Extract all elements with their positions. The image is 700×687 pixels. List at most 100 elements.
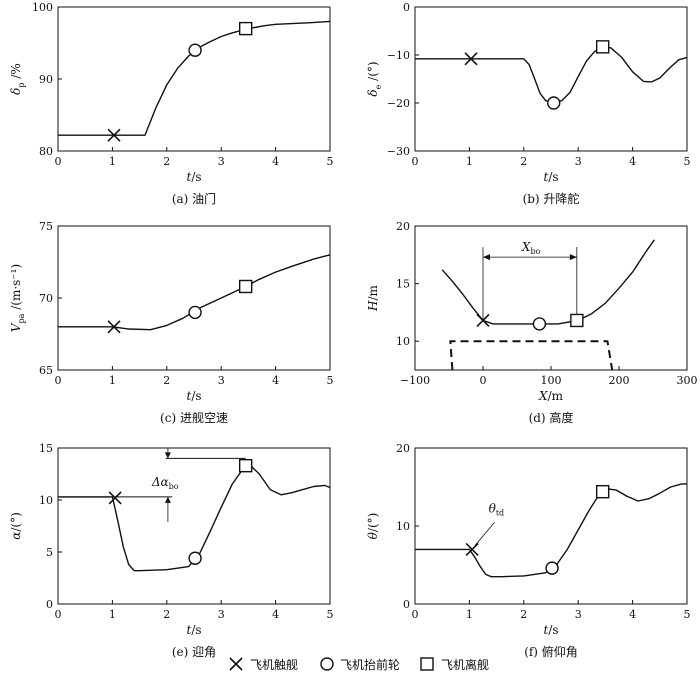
rotation-marker	[188, 43, 202, 57]
x-tick-label: 4	[272, 155, 279, 168]
legend-item-touchdown: 飞机触舰	[229, 657, 298, 672]
series-line	[58, 462, 331, 572]
x-tick-label: 200	[609, 374, 630, 387]
x-tick-label: 4	[272, 608, 279, 621]
series-line	[415, 46, 688, 104]
rotation-marker	[188, 551, 202, 565]
x-axis-label: t/s	[543, 170, 558, 184]
x-tick-label: 2	[520, 608, 527, 621]
y-tick-label: 0	[403, 598, 410, 611]
legend-item-rotation: 飞机抬前轮	[320, 657, 400, 672]
arrowhead	[164, 496, 171, 503]
x-tick-label: 1	[109, 374, 116, 387]
y-axis-label: δe /(°)	[366, 61, 383, 96]
rotation-marker	[188, 305, 202, 320]
series-line	[58, 20, 331, 136]
x-tick-label: 3	[218, 374, 225, 387]
chart-panel-d: −100 0 100 200 300 10 15 20 X/m H/m (d) 高度 Xbo	[366, 220, 698, 425]
deck-outline	[449, 340, 614, 371]
chart-panel-e: 0 1 2 3 4 5 0 5 10 15 t/s α/(°) (e) 迎角 Δαbo	[9, 442, 334, 659]
y-tick-label: 75	[39, 220, 53, 233]
chart-panel-c: 0 1 2 3 4 5 65 70 75 t/s Vpa /(m·s⁻¹) (c) 进舰空速	[9, 220, 334, 425]
y-tick-label: 100	[32, 1, 53, 14]
x-tick-label: 4	[272, 374, 279, 387]
x-tick-label: 0	[55, 608, 62, 621]
touchdown-marker	[465, 542, 479, 556]
y-tick-label: 20	[396, 220, 410, 233]
panel-caption: (c) 进舰空速	[160, 411, 228, 425]
x-axis-label: X/m	[538, 389, 564, 403]
panel-caption: (b) 升降舵	[523, 191, 580, 206]
y-tick-label: 15	[396, 278, 410, 291]
x-tick-label: 0	[55, 155, 62, 168]
liftoff-marker	[238, 279, 253, 294]
panel-caption: (f) 俯仰角	[524, 644, 578, 659]
arrowhead	[483, 254, 490, 261]
x-tick-label: 100	[541, 374, 562, 387]
x-tick-label: 1	[466, 608, 473, 621]
y-tick-label: 0	[403, 1, 410, 14]
x-tick-label: 3	[218, 608, 225, 621]
legend-label-liftoff: 飞机离舰	[441, 657, 489, 672]
x-tick-label: 5	[684, 608, 691, 621]
y-tick-label: −30	[387, 145, 410, 158]
x-tick-label: 5	[327, 374, 334, 387]
y-tick-label: −20	[387, 97, 410, 110]
panel-caption: (e) 迎角	[172, 645, 216, 659]
touchdown-marker	[107, 320, 121, 334]
plot-frame	[57, 225, 331, 371]
liftoff-marker	[570, 313, 584, 328]
y-axis-label: Vpa /(m·s⁻¹)	[9, 264, 26, 332]
x-tick-label: 3	[218, 155, 225, 168]
x-tick-label: 3	[575, 155, 582, 168]
plot-frame	[57, 447, 331, 605]
x-tick-label: 300	[677, 374, 698, 387]
touchdown-marker-icon	[229, 657, 243, 671]
x-tick-label: 5	[327, 155, 334, 168]
x-axis-label: t/s	[186, 170, 201, 184]
y-tick-label: 90	[39, 73, 53, 86]
legend-item-liftoff: 飞机离舰	[420, 657, 489, 672]
y-tick-label: 65	[39, 364, 53, 377]
rotation-marker	[532, 317, 547, 331]
x-tick-label: 2	[163, 608, 170, 621]
x-tick-label: 4	[629, 155, 636, 168]
touchdown-marker	[107, 128, 121, 142]
series-line	[58, 254, 331, 331]
plot-frame	[57, 6, 331, 152]
leader-line	[474, 522, 495, 546]
theta-td-label: θtd	[489, 501, 505, 517]
liftoff-marker	[595, 484, 610, 499]
x-tick-label: 0	[412, 608, 419, 621]
chart-panel-a: 0 1 2 3 4 5 80 90 100 t/s δp /% (a) 油门	[9, 1, 334, 206]
x-tick-label: 0	[412, 155, 419, 168]
x-tick-label: 1	[466, 155, 473, 168]
x-tick-label: 3	[575, 608, 582, 621]
x-tick-label: 2	[163, 155, 170, 168]
legend-label-touchdown: 飞机触舰	[250, 658, 298, 672]
series-line	[415, 483, 687, 578]
series-line	[441, 239, 655, 325]
plot-frame	[414, 447, 688, 605]
x-axis-label: t/s	[186, 623, 201, 637]
arrowhead	[569, 254, 577, 261]
x-tick-label: 5	[327, 608, 334, 621]
arrowhead	[164, 452, 171, 459]
liftoff-marker	[595, 40, 610, 54]
rotation-marker	[547, 96, 561, 110]
panel-caption: (a) 油门	[172, 191, 216, 206]
x-tick-label: 1	[109, 155, 116, 168]
x-tick-label: 0	[55, 374, 62, 387]
y-axis-label: α/(°)	[9, 512, 23, 540]
y-axis-label: θ/(°)	[366, 513, 380, 540]
chart-panel-f: 0 1 2 3 4 5 0 10 20 t/s θ/(°) (f) 俯仰角 θtd	[366, 442, 691, 659]
liftoff-marker	[238, 458, 253, 473]
y-tick-label: 70	[39, 292, 53, 305]
rotation-marker-icon	[320, 657, 334, 671]
panel-caption: (d) 高度	[529, 410, 574, 425]
y-tick-label: −10	[387, 49, 410, 62]
liftoff-marker	[238, 21, 253, 36]
plot-frame	[414, 6, 688, 152]
x-tick-label: 1	[109, 608, 116, 621]
x-axis-label: t/s	[543, 623, 558, 637]
